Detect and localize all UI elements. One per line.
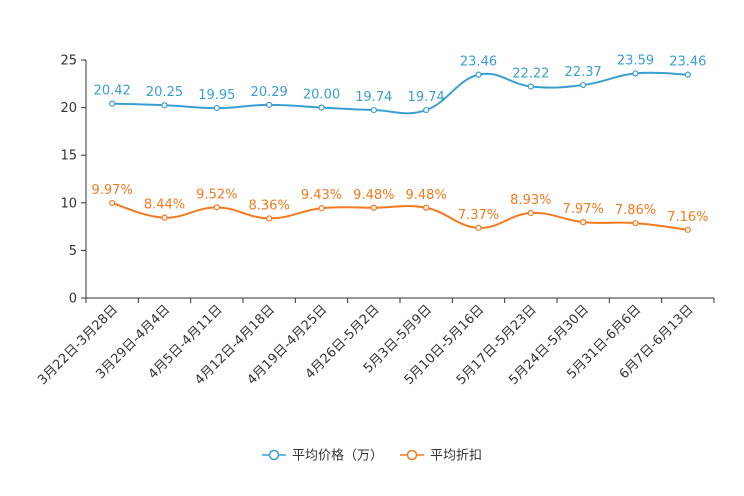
y-tick-label: 15 — [60, 149, 77, 164]
data-labels-layer: 20.42 20.25 19.95 20.29 20.00 19.74 19.74 23.46… — [92, 53, 709, 224]
data-label: 23.46 — [669, 55, 706, 70]
data-point — [370, 204, 377, 211]
data-point — [580, 81, 587, 89]
series-line-1 — [111, 202, 688, 231]
data-point — [475, 224, 482, 231]
data-point — [370, 106, 377, 114]
data-point — [632, 70, 639, 77]
data-label: 7.16% — [667, 210, 708, 225]
data-point — [423, 106, 430, 114]
data-point — [318, 104, 325, 111]
data-label: 22.22 — [512, 66, 549, 81]
legend-marker-icon — [268, 449, 280, 461]
data-label: 23.46 — [460, 55, 497, 70]
data-label: 7.86% — [615, 203, 656, 218]
legend-label: 平均折扣 — [430, 449, 482, 464]
y-tick-label: 10 — [60, 196, 77, 211]
data-label: 20.29 — [251, 85, 288, 100]
data-point — [266, 215, 273, 222]
data-label: 19.74 — [408, 90, 445, 105]
data-label: 8.44% — [144, 198, 185, 213]
data-label: 9.43% — [301, 188, 342, 203]
data-point — [213, 204, 220, 211]
legend-marker-icon — [406, 449, 418, 461]
data-label: 7.97% — [563, 202, 604, 217]
data-point — [475, 71, 482, 78]
data-label: 9.52% — [196, 187, 237, 202]
legend-item-0[interactable]: 平均价格（万） — [262, 448, 383, 464]
legend-label: 平均价格（万） — [292, 448, 383, 464]
data-label: 20.00 — [303, 88, 340, 103]
data-point — [109, 100, 116, 107]
data-label: 19.74 — [355, 90, 392, 105]
data-label: 22.37 — [565, 65, 602, 80]
data-point — [527, 83, 534, 90]
legend-item-1[interactable]: 平均折扣 — [400, 449, 482, 464]
data-label: 8.36% — [249, 198, 290, 213]
y-tick-label: 0 — [69, 292, 77, 307]
data-point — [161, 102, 168, 109]
data-point — [423, 204, 430, 211]
data-point — [527, 209, 534, 217]
data-label: 20.25 — [146, 85, 183, 100]
data-point — [109, 199, 116, 207]
data-point — [580, 219, 587, 226]
series-line-0 — [112, 71, 688, 115]
y-tick-label: 25 — [60, 54, 77, 69]
data-point — [161, 214, 168, 221]
data-label: 7.37% — [458, 208, 499, 223]
data-label: 23.59 — [617, 53, 654, 68]
data-point — [213, 104, 220, 112]
data-point — [266, 101, 273, 108]
data-point — [632, 220, 639, 227]
legend[interactable]: 平均价格（万） 平均折扣 — [262, 448, 482, 464]
data-point — [684, 71, 691, 78]
data-label: 20.42 — [94, 84, 131, 99]
y-tick-label: 5 — [69, 244, 77, 259]
data-label: 8.93% — [510, 193, 551, 208]
data-label: 9.48% — [353, 188, 394, 203]
data-label: 9.48% — [406, 188, 447, 203]
data-point — [318, 205, 325, 212]
data-point — [684, 226, 691, 233]
y-tick-label: 20 — [60, 101, 77, 116]
data-label: 19.95 — [198, 88, 235, 103]
data-label: 9.97% — [92, 183, 133, 198]
series-layer — [109, 70, 691, 233]
